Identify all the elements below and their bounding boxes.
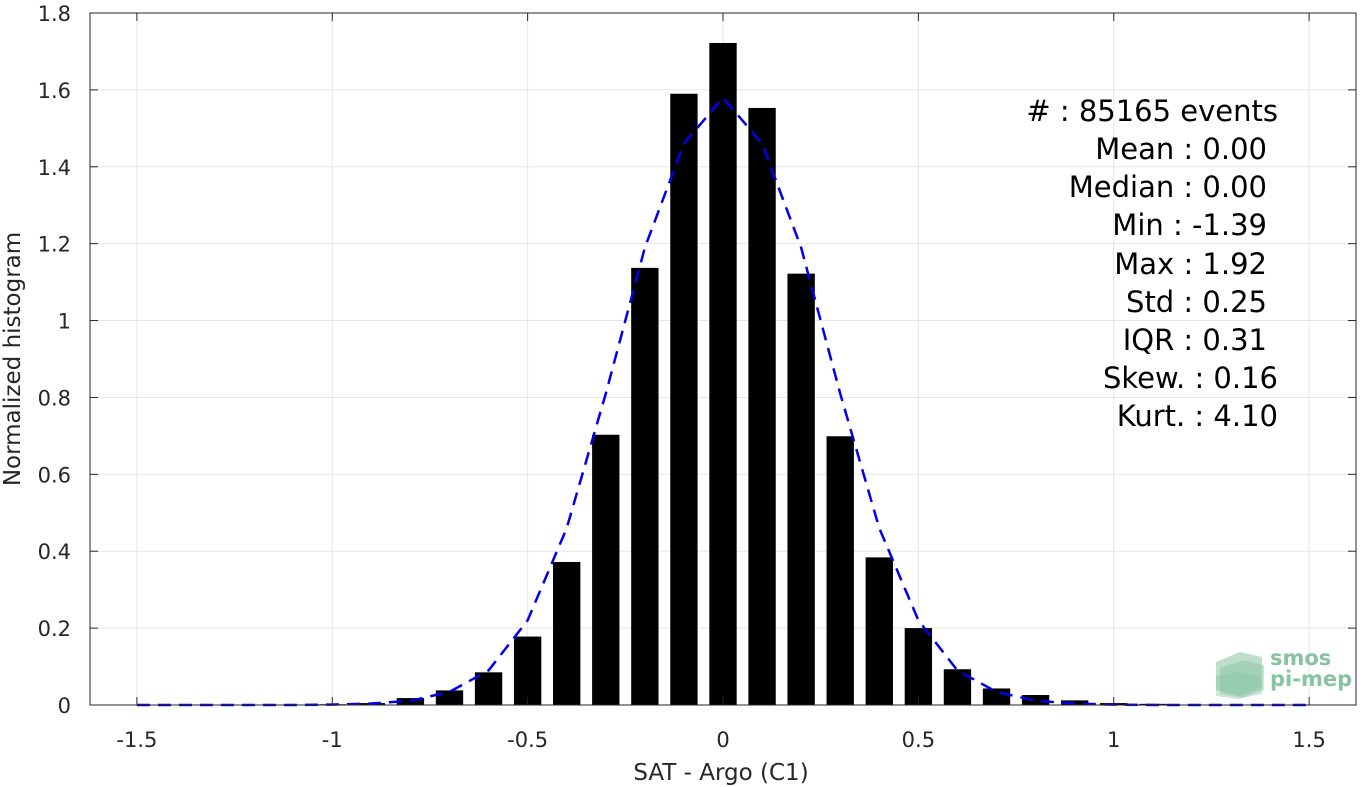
x-tick-label: 1.5: [1292, 728, 1325, 752]
stat-max: Max : 1.92: [1114, 247, 1267, 281]
y-tick-label: 1.6: [38, 79, 71, 103]
stat-kurt: Kurt. : 4.10: [1117, 399, 1278, 433]
stat-iqr: IQR : 0.31: [1123, 323, 1267, 357]
histogram-bar: [513, 636, 542, 705]
stat-std: Std : 0.25: [1126, 285, 1267, 319]
x-tick-label: -1.5: [116, 728, 157, 752]
stat-median: Median : 0.00: [1069, 170, 1267, 204]
y-tick-label: 0: [58, 694, 71, 718]
logo-graphic: [1216, 652, 1264, 699]
x-tick-label: 0.5: [902, 728, 935, 752]
x-axis-label: SAT - Argo (C1): [633, 760, 808, 786]
x-tick-label: 1: [1107, 728, 1120, 752]
x-axis-ticks: -1.5 -1 -0.5 0 0.5 1 1.5: [116, 13, 1326, 752]
histogram-bar: [553, 561, 581, 705]
histogram-bar: [748, 107, 776, 706]
y-tick-label: 0.2: [38, 617, 71, 641]
histogram-bar: [826, 436, 854, 705]
stat-min: Min : -1.39: [1112, 208, 1267, 242]
histogram-bar: [982, 688, 1011, 705]
histogram-bar: [904, 628, 933, 705]
x-tick-label: 0: [716, 728, 729, 752]
stat-events: # : 85165 events: [1026, 94, 1278, 128]
y-tick-label: 0.8: [38, 386, 71, 410]
y-tick-label: 1.8: [38, 2, 71, 26]
histogram-bar: [435, 690, 464, 705]
y-tick-label: 0.4: [38, 540, 71, 564]
histogram-bar: [592, 434, 620, 705]
histogram-bar: [865, 557, 893, 705]
histogram-bar: [787, 273, 815, 705]
histogram-bars: [318, 42, 1167, 706]
histogram-bar: [474, 672, 503, 705]
y-axis-label: Normalized histogram: [0, 232, 26, 486]
y-axis-ticks: 0 0.2 0.4 0.6 0.8 1 1.2 1.4 1.6 1.8: [38, 2, 1356, 718]
histogram-bar: [1021, 695, 1050, 705]
stat-skew: Skew. : 0.16: [1103, 361, 1278, 395]
x-tick-label: -1: [322, 728, 343, 752]
stat-mean: Mean : 0.00: [1095, 132, 1267, 166]
histogram-bar: [670, 93, 698, 705]
y-tick-label: 1: [58, 310, 71, 334]
y-tick-label: 0.6: [38, 463, 71, 487]
y-tick-label: 1.4: [38, 156, 71, 180]
histogram-bar: [709, 42, 737, 705]
statistics-box: # : 85165 events Mean : 0.00 Median : 0.…: [1026, 94, 1278, 433]
smos-pimep-logo: smos pi-mep: [1216, 646, 1352, 699]
logo-text-smos: smos: [1270, 646, 1331, 670]
x-tick-label: -0.5: [507, 728, 548, 752]
logo-text-pimep: pi-mep: [1270, 667, 1352, 691]
y-tick-label: 1.2: [38, 233, 71, 257]
histogram-bar: [631, 267, 659, 705]
